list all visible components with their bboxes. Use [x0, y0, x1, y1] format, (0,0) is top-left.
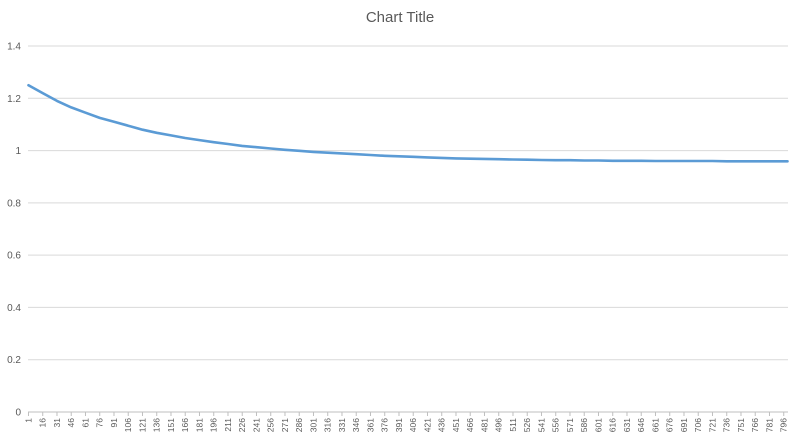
x-tick-label: 331 — [337, 418, 347, 432]
x-tick-label: 706 — [693, 418, 703, 432]
x-tick-label: 511 — [508, 418, 518, 432]
y-tick-label: 0 — [15, 408, 21, 419]
x-tick-label: 646 — [636, 418, 646, 432]
x-tick-label: 76 — [95, 418, 105, 428]
y-tick-label: 1 — [15, 146, 21, 157]
y-tick-label: 1.2 — [7, 94, 21, 105]
x-tick-label: 481 — [479, 418, 489, 432]
x-tick-label: 766 — [750, 418, 760, 432]
x-tick-label: 631 — [622, 418, 632, 432]
x-tick-label: 751 — [736, 418, 746, 432]
x-tick-label: 586 — [579, 418, 589, 432]
x-tick-label: 496 — [494, 418, 504, 432]
y-tick-label: 0.6 — [7, 251, 21, 262]
x-tick-label: 796 — [779, 418, 789, 432]
x-tick-label: 526 — [522, 418, 532, 432]
x-tick-label: 346 — [351, 418, 361, 432]
x-tick-label: 421 — [422, 418, 432, 432]
x-tick-label: 256 — [266, 418, 276, 432]
x-tick-label: 1 — [23, 418, 33, 423]
x-tick-label: 196 — [209, 418, 219, 432]
x-tick-label: 571 — [565, 418, 575, 432]
y-tick-label: 0.8 — [7, 198, 21, 209]
chart-title: Chart Title — [365, 9, 435, 26]
x-tick-label: 286 — [294, 418, 304, 432]
x-tick-label: 676 — [665, 418, 675, 432]
x-tick-label: 166 — [180, 418, 190, 432]
x-tick-label: 436 — [437, 418, 447, 432]
x-tick-label: 721 — [707, 418, 717, 432]
x-tick-label: 31 — [52, 418, 62, 428]
x-tick-label: 61 — [80, 418, 90, 428]
x-tick-label: 301 — [308, 418, 318, 432]
x-tick-label: 466 — [465, 418, 475, 432]
x-tick-label: 601 — [593, 418, 603, 432]
x-tick-label: 241 — [251, 418, 261, 432]
x-tick-label: 91 — [109, 418, 119, 428]
x-tick-label: 616 — [608, 418, 618, 432]
x-tick-label: 691 — [679, 418, 689, 432]
series-line — [27, 83, 789, 163]
x-tick-label: 391 — [394, 418, 404, 432]
x-tick-label: 376 — [380, 418, 390, 432]
x-tick-label: 121 — [137, 418, 147, 432]
x-tick-label: 16 — [38, 418, 48, 428]
y-tick-label: 0.2 — [7, 355, 21, 366]
x-tick-label: 361 — [365, 418, 375, 432]
x-tick-label: 211 — [223, 418, 233, 432]
x-tick-label: 556 — [551, 418, 561, 432]
x-tick-label: 781 — [764, 418, 774, 432]
x-tick-label: 451 — [451, 418, 461, 432]
x-tick-label: 316 — [323, 418, 333, 432]
x-tick-label: 226 — [237, 418, 247, 432]
x-tick-label: 271 — [280, 418, 290, 432]
x-tick-label: 406 — [408, 418, 418, 432]
y-tick-label: 1.4 — [7, 42, 21, 53]
x-tick-label: 541 — [536, 418, 546, 432]
y-tick-label: 0.4 — [7, 303, 21, 314]
x-tick-label: 136 — [152, 418, 162, 432]
x-tick-label: 106 — [123, 418, 133, 432]
x-tick-label: 661 — [650, 418, 660, 432]
x-tick-label: 181 — [194, 418, 204, 432]
x-tick-label: 151 — [166, 418, 176, 432]
x-tick-label: 46 — [66, 418, 76, 428]
x-tick-label: 736 — [722, 418, 732, 432]
